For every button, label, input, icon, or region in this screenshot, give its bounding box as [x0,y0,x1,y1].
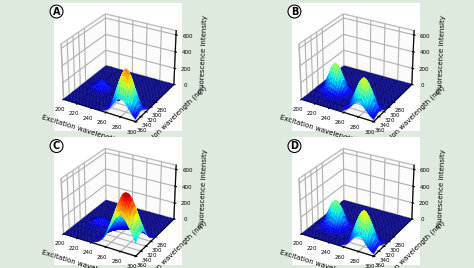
Text: B: B [291,6,298,17]
Y-axis label: Emission wavelength (nm): Emission wavelength (nm) [374,219,446,268]
Text: C: C [53,141,60,151]
X-axis label: Excitation wavelength (nm): Excitation wavelength (nm) [41,249,136,268]
Y-axis label: Emission wavelength (nm): Emission wavelength (nm) [374,84,446,154]
X-axis label: Excitation wavelength (nm): Excitation wavelength (nm) [279,249,374,268]
Y-axis label: Emission wavelength (nm): Emission wavelength (nm) [137,219,208,268]
X-axis label: Excitation wavelength (nm): Excitation wavelength (nm) [41,114,136,149]
Y-axis label: Emission wavelength (nm): Emission wavelength (nm) [137,84,208,154]
Text: D: D [291,141,299,151]
X-axis label: Excitation wavelength (nm): Excitation wavelength (nm) [279,114,374,149]
Text: A: A [53,6,60,17]
